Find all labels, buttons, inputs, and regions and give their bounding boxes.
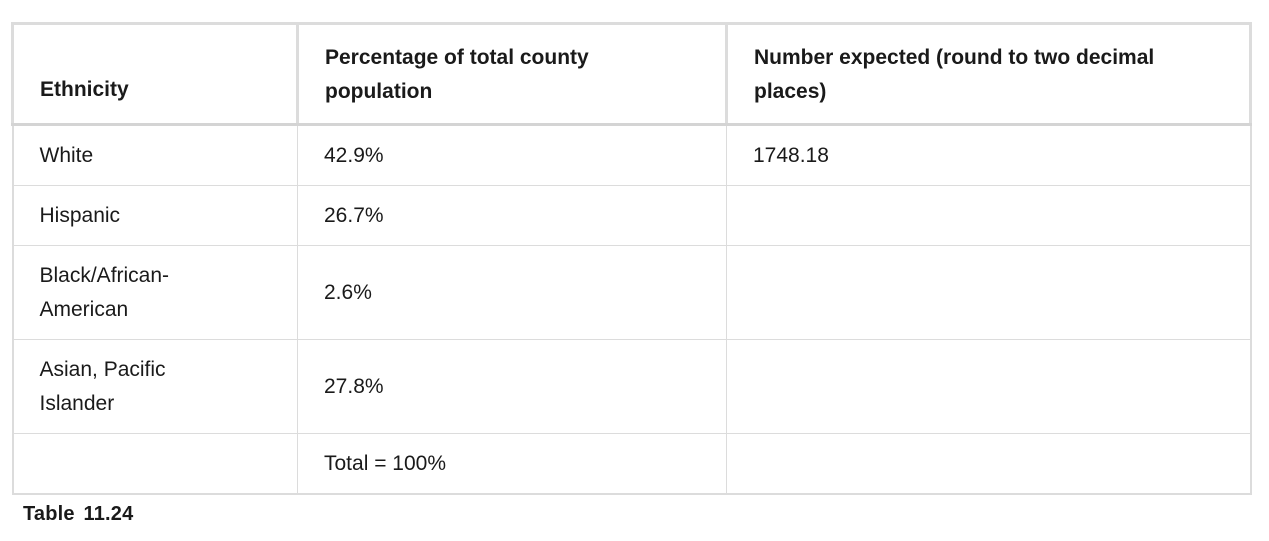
cell-ethnicity-text: Black/African-American xyxy=(39,263,170,321)
table-row: Hispanic 26.7% xyxy=(11,185,1252,246)
table-row-total: Total = 100% xyxy=(11,433,1252,495)
cell-total: Total = 100% xyxy=(297,433,727,495)
table-row: Black/African-American 2.6% xyxy=(11,245,1252,340)
header-ethnicity: Ethnicity xyxy=(11,22,299,126)
table-header-row: Ethnicity Percentage of total county pop… xyxy=(11,22,1252,126)
cell-ethnicity xyxy=(11,433,298,495)
cell-ethnicity: Black/African-American xyxy=(11,245,298,340)
cell-percentage: 42.9% xyxy=(297,124,727,186)
cell-ethnicity-text: Asian, Pacific Islander xyxy=(39,357,166,415)
cell-number-expected xyxy=(726,245,1252,340)
cell-number-expected xyxy=(726,185,1252,246)
data-table-container: Ethnicity Percentage of total county pop… xyxy=(11,22,1252,495)
cell-number-expected: 1748.18 xyxy=(726,124,1252,186)
cell-ethnicity: Asian, Pacific Islander xyxy=(11,339,298,434)
ethnicity-table: Ethnicity Percentage of total county pop… xyxy=(11,22,1252,495)
cell-percentage: 27.8% xyxy=(297,339,727,434)
table-row: Asian, Pacific Islander 27.8% xyxy=(11,339,1252,434)
cell-ethnicity: White xyxy=(11,124,298,186)
cell-percentage: 2.6% xyxy=(297,245,727,340)
cell-ethnicity: Hispanic xyxy=(11,185,298,246)
table-caption: Table 11.24 xyxy=(23,503,134,525)
table-row: White 42.9% 1748.18 xyxy=(11,124,1252,186)
cell-number-expected xyxy=(726,339,1252,434)
header-percentage: Percentage of total county population xyxy=(296,22,728,126)
cell-number-expected xyxy=(726,433,1252,495)
header-number-expected: Number expected (round to two decimal pl… xyxy=(725,22,1252,126)
cell-percentage: 26.7% xyxy=(297,185,727,246)
